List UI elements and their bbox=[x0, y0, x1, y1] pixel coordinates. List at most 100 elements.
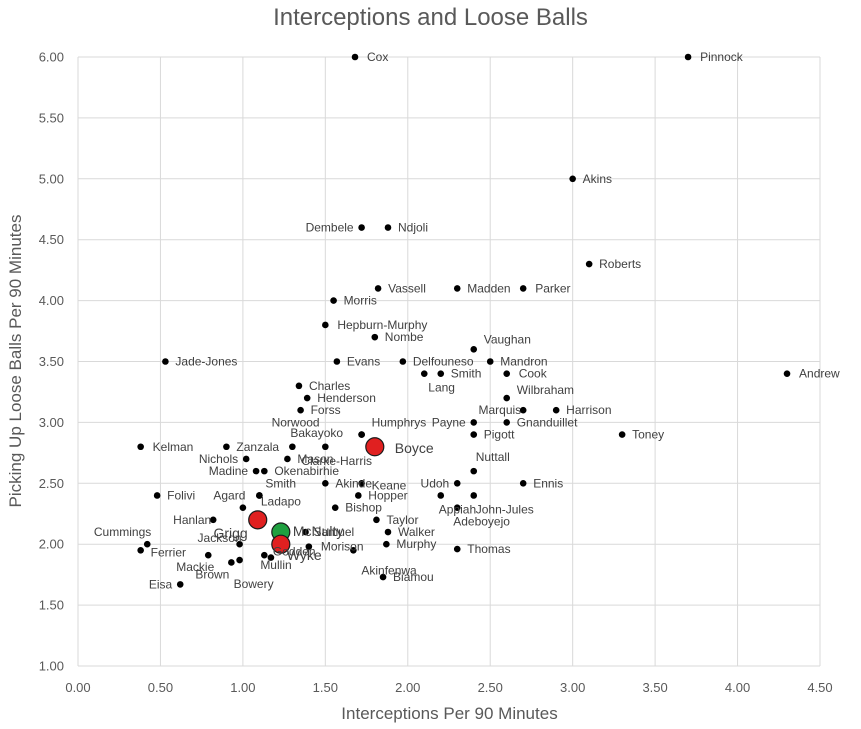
point-label-hanlan: Hanlan bbox=[173, 513, 211, 527]
point-delfouneso bbox=[399, 358, 407, 365]
point-label-keane: Keane bbox=[372, 478, 407, 492]
y-tick-label: 4.00 bbox=[39, 293, 64, 308]
point-label-parker: Parker bbox=[535, 281, 570, 295]
point-label-mullin: Mullin bbox=[260, 558, 291, 572]
point-andrew bbox=[783, 370, 791, 377]
point-label-morris: Morris bbox=[344, 294, 377, 308]
point-smith bbox=[256, 492, 263, 499]
point-label-bakayoko: Bakayoko bbox=[290, 426, 343, 440]
point-label-smith: Smith bbox=[451, 367, 482, 381]
point-label-payne: Payne bbox=[432, 415, 466, 429]
point-john-jules bbox=[470, 492, 478, 499]
point-label-clarke-harris: Clarke-Harris bbox=[301, 454, 372, 468]
data-points bbox=[137, 53, 791, 588]
y-tick-label: 3.50 bbox=[39, 354, 64, 369]
point-label-jackson: Jackson bbox=[198, 531, 242, 545]
point-morison bbox=[305, 543, 313, 550]
point-label-ennis: Ennis bbox=[533, 476, 563, 490]
point-adeboyejo bbox=[453, 504, 461, 511]
point-ferrier bbox=[137, 546, 144, 554]
point-label-kelman: Kelman bbox=[153, 440, 194, 454]
point-madden bbox=[453, 285, 461, 292]
point-gnanduillet bbox=[503, 419, 511, 426]
point-mandron bbox=[486, 358, 494, 365]
point-cox bbox=[351, 53, 359, 61]
point-label-charles: Charles bbox=[309, 379, 350, 393]
x-tick-label: 4.50 bbox=[807, 680, 832, 695]
point-label-boyce: Boyce bbox=[395, 440, 434, 456]
point-label-ndjoli: Ndjoli bbox=[398, 221, 428, 235]
point-hanlan bbox=[209, 516, 217, 524]
y-tick-label: 3.00 bbox=[39, 415, 64, 430]
point-ndjoli bbox=[384, 224, 392, 231]
point-mackie bbox=[204, 551, 212, 559]
point-label-brown: Brown bbox=[195, 567, 229, 581]
point-label-vaughan: Vaughan bbox=[484, 332, 531, 346]
point-parker bbox=[519, 285, 527, 292]
point-label-folivi: Folivi bbox=[167, 488, 195, 502]
point-label-samuel: Samuel bbox=[314, 525, 355, 539]
point-cook bbox=[503, 370, 511, 377]
point-biamou bbox=[379, 573, 387, 581]
point-label-grigg: Grigg bbox=[213, 525, 247, 541]
point-mason bbox=[284, 455, 291, 463]
point-label-smith: Smith bbox=[265, 476, 296, 490]
point-label-toney: Toney bbox=[632, 428, 664, 442]
point-akins bbox=[569, 175, 576, 183]
point-label-forss: Forss bbox=[311, 403, 341, 417]
point-label-evans: Evans bbox=[347, 355, 380, 369]
point-wyke bbox=[271, 534, 291, 554]
point-label-marquis: Marquis bbox=[479, 403, 522, 417]
point-label-norwood: Norwood bbox=[272, 416, 320, 430]
point-label-hepburn-murphy: Hepburn-Murphy bbox=[337, 318, 427, 332]
point-label-gnanduillet: Gnanduillet bbox=[517, 415, 578, 429]
point-madine bbox=[252, 467, 260, 475]
chart-title: Interceptions and Loose Balls bbox=[273, 4, 588, 31]
point-grigg bbox=[248, 510, 268, 530]
y-tick-label: 6.00 bbox=[39, 50, 64, 65]
point-label-jade-jones: Jade-Jones bbox=[175, 355, 237, 369]
point-label-wilbraham: Wilbraham bbox=[517, 383, 574, 397]
point-label-okenabirhie: Okenabirhie bbox=[274, 464, 339, 478]
point-label-lang: Lang bbox=[428, 381, 455, 395]
point-udoh bbox=[453, 480, 461, 487]
point-label-nombe: Nombe bbox=[385, 330, 424, 344]
point-label-nichols: Nichols bbox=[199, 452, 238, 466]
x-tick-label: 0.00 bbox=[65, 680, 90, 695]
point-label-madine: Madine bbox=[209, 464, 249, 478]
point-walker bbox=[384, 528, 392, 536]
point-jade-jones bbox=[162, 358, 169, 365]
point-label-akins: Akins bbox=[583, 172, 612, 186]
point-taylor bbox=[373, 516, 380, 524]
point-label-pinnock: Pinnock bbox=[700, 50, 744, 64]
point-toney bbox=[618, 431, 626, 438]
point-label-cook: Cook bbox=[519, 367, 548, 381]
point-label-mackie: Mackie bbox=[176, 560, 214, 574]
x-tick-label: 4.00 bbox=[725, 680, 750, 695]
point-label-hopper: Hopper bbox=[368, 488, 407, 502]
point-nuttall bbox=[470, 467, 478, 475]
point-label-john-jules: John-Jules bbox=[476, 502, 534, 516]
x-tick-label: 2.00 bbox=[395, 680, 420, 695]
x-axis-title: Interceptions Per 90 Minutes bbox=[341, 704, 558, 723]
point-label-mcnulty: McNulty bbox=[293, 523, 344, 539]
point-zanzala bbox=[223, 443, 230, 451]
point-label-eisa: Eisa bbox=[149, 577, 173, 591]
point-godden bbox=[267, 554, 275, 561]
point-label-appiah: Appiah bbox=[439, 502, 476, 516]
point-label-vassell: Vassell bbox=[388, 281, 426, 295]
point-label-adeboyejo: Adeboyejo bbox=[453, 515, 510, 529]
point-vaughan bbox=[470, 346, 478, 353]
point-ladapo bbox=[239, 504, 247, 511]
point-label-taylor: Taylor bbox=[386, 513, 418, 527]
point-wilbraham bbox=[503, 394, 511, 402]
point-bowery bbox=[236, 556, 243, 564]
point-label-ladapo: Ladapo bbox=[261, 495, 301, 509]
point-label-biamou: Biamou bbox=[393, 570, 434, 584]
point-label-murphy: Murphy bbox=[396, 537, 436, 551]
point-label-delfouneso: Delfouneso bbox=[413, 355, 474, 369]
point-label-zanzala: Zanzala bbox=[236, 440, 279, 454]
point-label-madden: Madden bbox=[467, 281, 510, 295]
point-evans bbox=[333, 358, 341, 365]
